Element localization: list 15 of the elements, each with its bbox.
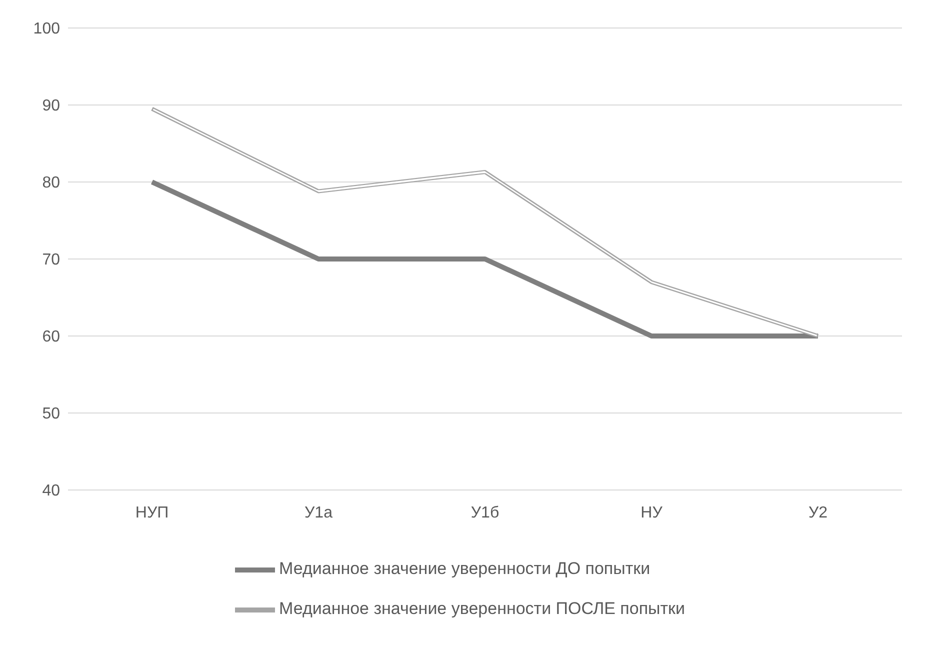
x-tick-label: У2 [808, 504, 828, 522]
y-tick-label: 80 [42, 174, 60, 192]
y-tick-label: 40 [42, 482, 60, 500]
y-tick-label: 70 [42, 252, 60, 269]
x-tick-label: У1а [304, 504, 333, 522]
legend-label: Медианное значение уверенности ДО попытки [279, 559, 650, 578]
y-tick-label: 50 [42, 406, 60, 423]
y-tick-label: 100 [33, 20, 60, 38]
x-tick-label: У1б [470, 504, 500, 522]
legend-label: Медианное значение уверенности ПОСЛЕ попытки [279, 599, 685, 618]
line-series [150, 106, 820, 338]
x-tick-label: НУП [135, 504, 169, 522]
y-tick-label: 90 [42, 98, 60, 115]
y-tick-label: 60 [42, 328, 60, 346]
x-tick-label: НУ [640, 504, 664, 522]
